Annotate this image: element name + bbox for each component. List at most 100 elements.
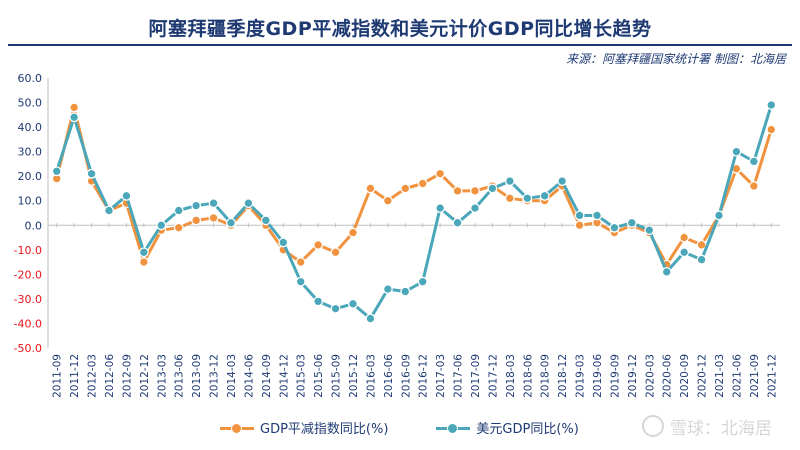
data-point bbox=[714, 210, 724, 221]
x-tick-label: 2018-09 bbox=[540, 354, 552, 398]
snowball-logo-icon bbox=[642, 415, 664, 437]
data-point bbox=[452, 185, 463, 196]
x-tick-label: 2016-03 bbox=[365, 354, 377, 398]
x-tick-label: 2016-06 bbox=[383, 354, 395, 398]
data-point bbox=[470, 203, 480, 214]
data-point bbox=[278, 237, 289, 248]
data-point bbox=[626, 217, 637, 228]
data-point bbox=[679, 247, 690, 258]
y-tick-label: 40.0 bbox=[18, 121, 43, 134]
legend-item-deflator: GDP平减指数同比(%) bbox=[220, 418, 388, 437]
x-tick-label: 2020-09 bbox=[679, 354, 691, 398]
data-point bbox=[748, 156, 759, 167]
data-point bbox=[766, 100, 777, 110]
y-tick-label: -10.0 bbox=[14, 244, 42, 257]
x-tick-label: 2017-03 bbox=[435, 354, 447, 398]
x-tick-label: 2018-03 bbox=[505, 354, 517, 398]
data-point bbox=[121, 190, 132, 201]
x-tick-label: 2014-12 bbox=[278, 354, 290, 398]
y-tick-label: 10.0 bbox=[18, 195, 43, 208]
x-tick-label: 2021-06 bbox=[731, 354, 743, 398]
data-point bbox=[452, 217, 463, 228]
x-tick-label: 2015-06 bbox=[313, 354, 325, 398]
data-point bbox=[574, 220, 585, 231]
data-point bbox=[435, 203, 446, 214]
data-point bbox=[313, 296, 324, 307]
data-point bbox=[435, 168, 446, 179]
data-point bbox=[661, 266, 672, 277]
x-tick-label: 2018-06 bbox=[522, 354, 534, 398]
data-point bbox=[365, 183, 376, 194]
x-tick-label: 2021-03 bbox=[714, 354, 726, 398]
x-tick-label: 2015-03 bbox=[296, 354, 308, 398]
x-tick-label: 2014-03 bbox=[226, 354, 238, 398]
x-tick-label: 2014-09 bbox=[261, 354, 273, 398]
watermark-text: 雪球：北海居 bbox=[670, 419, 772, 439]
data-point bbox=[330, 303, 341, 314]
data-point bbox=[592, 210, 602, 221]
title-divider bbox=[8, 44, 792, 46]
data-point bbox=[766, 124, 777, 135]
data-point bbox=[400, 286, 411, 297]
y-tick-label: 50.0 bbox=[18, 97, 43, 110]
x-tick-label: 2012-06 bbox=[104, 354, 116, 398]
data-point bbox=[748, 181, 759, 191]
data-point bbox=[348, 227, 358, 238]
source-note: 来源：阿塞拜疆国家统计署 制图：北海居 bbox=[566, 52, 786, 66]
data-point bbox=[609, 222, 620, 233]
y-tick-label: -20.0 bbox=[14, 268, 42, 281]
x-tick-label: 2013-12 bbox=[209, 354, 221, 398]
data-point bbox=[382, 195, 393, 206]
data-point bbox=[504, 193, 515, 204]
series-usd bbox=[51, 100, 777, 324]
data-point bbox=[191, 200, 202, 211]
watermark: 雪球：北海居 bbox=[642, 414, 772, 439]
x-tick-label: 2020-12 bbox=[697, 354, 709, 398]
data-point bbox=[679, 232, 690, 243]
data-point bbox=[557, 176, 568, 187]
y-tick-label: -40.0 bbox=[14, 317, 42, 330]
x-tick-label: 2017-09 bbox=[470, 354, 482, 398]
y-tick-label: 20.0 bbox=[18, 170, 43, 183]
data-point bbox=[69, 102, 80, 113]
x-tick-label: 2016-09 bbox=[400, 354, 412, 398]
data-point bbox=[400, 183, 411, 194]
data-point bbox=[504, 176, 515, 187]
data-point bbox=[156, 220, 167, 231]
legend-label-usd: 美元GDP同比(%) bbox=[476, 422, 579, 437]
x-tick-label: 2019-09 bbox=[609, 354, 621, 398]
data-point bbox=[696, 254, 707, 265]
data-point bbox=[574, 210, 585, 221]
series-deflator bbox=[51, 102, 777, 270]
x-tick-label: 2015-12 bbox=[348, 354, 360, 398]
legend-item-usd: 美元GDP同比(%) bbox=[436, 418, 579, 437]
x-tick-label: 2011-12 bbox=[69, 354, 81, 398]
data-point bbox=[243, 198, 254, 209]
data-point bbox=[365, 313, 376, 324]
x-tick-label: 2017-12 bbox=[487, 354, 499, 398]
x-tick-label: 2021-09 bbox=[749, 354, 761, 398]
data-point bbox=[417, 276, 428, 287]
data-point bbox=[191, 215, 202, 226]
data-point bbox=[487, 183, 498, 194]
data-point bbox=[470, 185, 480, 196]
x-tick-label: 2012-09 bbox=[121, 354, 133, 398]
y-tick-label: 30.0 bbox=[18, 146, 43, 159]
series-line bbox=[55, 103, 773, 320]
data-point bbox=[69, 112, 80, 123]
data-point bbox=[86, 168, 97, 179]
data-point bbox=[417, 178, 428, 189]
data-point bbox=[173, 222, 184, 233]
data-point bbox=[51, 166, 62, 177]
legend-swatch-deflator bbox=[220, 422, 254, 434]
data-point bbox=[208, 212, 219, 223]
x-tick-label: 2011-09 bbox=[52, 354, 64, 398]
data-point bbox=[104, 205, 114, 216]
y-tick-label: -50.0 bbox=[14, 342, 42, 355]
data-point bbox=[539, 190, 550, 201]
x-tick-label: 2012-03 bbox=[87, 354, 99, 398]
series-line bbox=[55, 106, 773, 266]
x-tick-label: 2019-06 bbox=[592, 354, 604, 398]
x-tick-label: 2015-09 bbox=[331, 354, 343, 398]
